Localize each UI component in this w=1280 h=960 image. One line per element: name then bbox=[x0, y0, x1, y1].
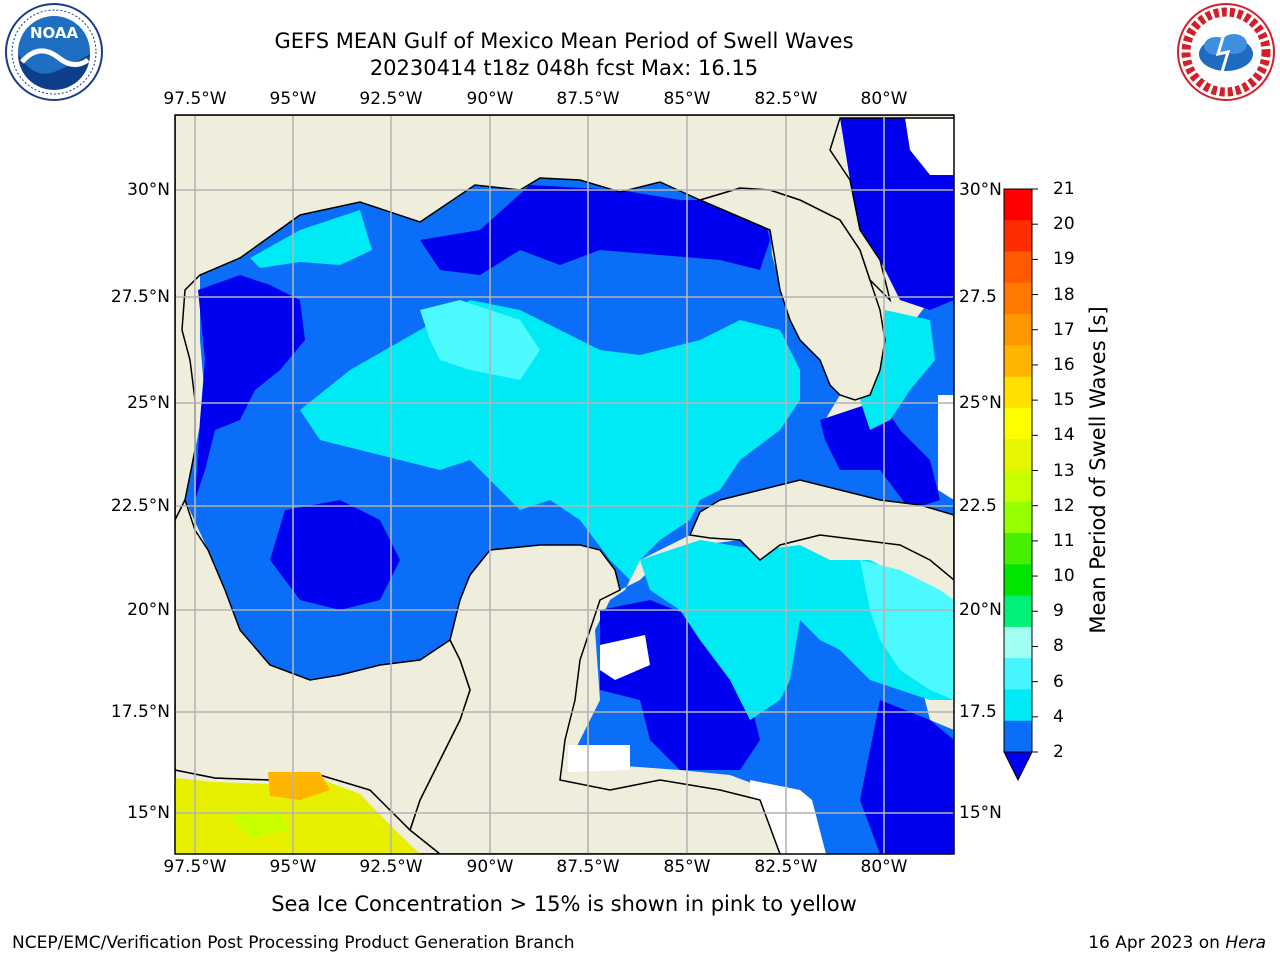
longitude-label-top: 85°W bbox=[663, 89, 711, 109]
longitude-label-bottom: 87.5°W bbox=[556, 857, 620, 877]
colorbar-tick-label: 11 bbox=[1053, 530, 1075, 551]
colorbar-cell bbox=[1004, 689, 1032, 722]
colorbar-cell bbox=[1004, 220, 1032, 253]
period-region-6-8s bbox=[860, 310, 935, 430]
period-region-6-8s bbox=[250, 210, 372, 268]
colorbar-tick-label: 10 bbox=[1053, 566, 1075, 587]
colorbar-cell bbox=[1004, 376, 1032, 409]
longitude-label-top: 87.5°W bbox=[556, 89, 620, 109]
no-data-region bbox=[600, 635, 650, 680]
latitude-label-right: 20°N bbox=[959, 600, 1002, 620]
latitude-label-left: 22.5°N bbox=[110, 496, 170, 516]
colorbar-tick-label: 14 bbox=[1053, 425, 1075, 446]
land-cuba bbox=[688, 479, 954, 581]
colorbar-cell bbox=[1004, 501, 1032, 534]
noaa-logo-icon: NOAA bbox=[5, 3, 103, 101]
sea-ice-region-green bbox=[230, 812, 290, 838]
longitude-label-top: 92.5°W bbox=[359, 89, 423, 109]
longitude-label-top: 95°W bbox=[269, 89, 317, 109]
colorbar-tick-label: 12 bbox=[1053, 495, 1075, 516]
chart-subtitle: 20230414 t18z 048h fcst Max: 16.15 bbox=[369, 56, 759, 80]
footer-credit: NCEP/EMC/Verification Post Processing Pr… bbox=[12, 933, 575, 953]
period-region-2-4s bbox=[195, 275, 305, 500]
period-region-6-8s bbox=[300, 300, 800, 580]
sea-ice-region-orange bbox=[268, 772, 330, 800]
footer-machine: Hera bbox=[1225, 933, 1266, 953]
latitude-label-right: 15°N bbox=[959, 803, 1002, 823]
sea-ice-region bbox=[175, 778, 420, 854]
colorbar-title: Mean Period of Swell Waves [s] bbox=[1086, 306, 1110, 634]
colorbar-tick-label: 19 bbox=[1053, 249, 1075, 270]
colorbar-tick-label: 6 bbox=[1053, 671, 1064, 692]
colorbar-tick-label: 20 bbox=[1053, 214, 1075, 235]
period-region-2-4s bbox=[820, 400, 940, 510]
latitude-label-right: 22.5 bbox=[959, 496, 997, 516]
colorbar-cell bbox=[1004, 251, 1032, 284]
latitude-label-left: 20°N bbox=[127, 600, 170, 620]
colorbar-cell bbox=[1004, 658, 1032, 690]
colorbar-tick-label: 21 bbox=[1053, 179, 1075, 199]
map-gridlines bbox=[175, 115, 954, 854]
colorbar-tick-label: 4 bbox=[1053, 706, 1064, 727]
period-region-8-9s bbox=[420, 300, 540, 380]
longitude-label-bottom: 92.5°W bbox=[359, 857, 423, 877]
latitude-label-right: 30°N bbox=[959, 180, 1002, 200]
footer-date: 16 Apr 2023 on Hera bbox=[1088, 933, 1266, 953]
colorbar-cell bbox=[1004, 720, 1032, 753]
colorbar-cell bbox=[1004, 314, 1032, 346]
chart-title: GEFS MEAN Gulf of Mexico Mean Period of … bbox=[274, 29, 854, 53]
colorbar-cell bbox=[1004, 189, 1032, 221]
colorbar-extend-triangle bbox=[1003, 751, 1033, 782]
longitude-label-bottom: 82.5°W bbox=[754, 857, 818, 877]
colorbar-tick-label: 8 bbox=[1053, 636, 1064, 657]
colorbar-cell bbox=[1004, 345, 1032, 378]
longitude-label-bottom: 90°W bbox=[466, 857, 514, 877]
colorbar-cell bbox=[1004, 626, 1032, 659]
longitude-label-top: 90°W bbox=[466, 89, 514, 109]
colorbar-tick-label: 15 bbox=[1053, 390, 1075, 411]
svg-text:NOAA: NOAA bbox=[30, 24, 79, 42]
longitude-label-top: 80°W bbox=[860, 89, 908, 109]
colorbar-cell bbox=[1004, 564, 1032, 597]
colorbar-cell bbox=[1004, 470, 1032, 503]
latitude-label-left: 30°N bbox=[127, 180, 170, 200]
colorbar-tick-label: 13 bbox=[1053, 460, 1075, 481]
footer-date-text: 16 Apr 2023 on bbox=[1088, 933, 1226, 953]
longitude-label-top: 97.5°W bbox=[163, 89, 227, 109]
land-gulf-coast-north bbox=[175, 115, 954, 521]
colorbar-tick-label: 18 bbox=[1053, 284, 1075, 305]
colorbar-tick-label: 16 bbox=[1053, 354, 1075, 375]
latitude-label-left: 27.5°N bbox=[110, 287, 170, 307]
latitude-label-left: 17.5°N bbox=[110, 702, 170, 722]
longitude-label-bottom: 95°W bbox=[269, 857, 317, 877]
sea-ice-caption: Sea Ice Concentration > 15% is shown in … bbox=[271, 892, 857, 916]
colorbar-cell bbox=[1004, 595, 1032, 628]
period-region-2-4s bbox=[420, 185, 770, 275]
period-region-2-4s bbox=[270, 500, 400, 610]
latitude-label-right: 17.5 bbox=[959, 702, 997, 722]
colorbar-tick-label: 17 bbox=[1053, 319, 1075, 340]
map-frame bbox=[174, 114, 955, 855]
no-data-region bbox=[905, 118, 954, 175]
longitude-label-top: 82.5°W bbox=[754, 89, 818, 109]
latitude-label-left: 25°N bbox=[127, 393, 170, 413]
colorbar-cell bbox=[1004, 533, 1032, 565]
no-data-region bbox=[938, 395, 954, 500]
colorbar-cell bbox=[1004, 282, 1032, 315]
latitude-label-left: 15°N bbox=[127, 803, 170, 823]
colorbar-tick-label: 2 bbox=[1053, 742, 1064, 762]
longitude-label-bottom: 80°W bbox=[860, 857, 908, 877]
colorbar-cell bbox=[1004, 407, 1032, 440]
no-data-region bbox=[568, 745, 630, 772]
longitude-label-bottom: 85°W bbox=[663, 857, 711, 877]
latitude-label-right: 25°N bbox=[959, 393, 1002, 413]
colorbar-cell bbox=[1004, 439, 1032, 471]
colorbar-tick-label: 9 bbox=[1053, 601, 1064, 622]
national-weather-service-logo-icon bbox=[1177, 3, 1275, 101]
latitude-label-right: 27.5 bbox=[959, 287, 997, 307]
longitude-label-bottom: 97.5°W bbox=[163, 857, 227, 877]
